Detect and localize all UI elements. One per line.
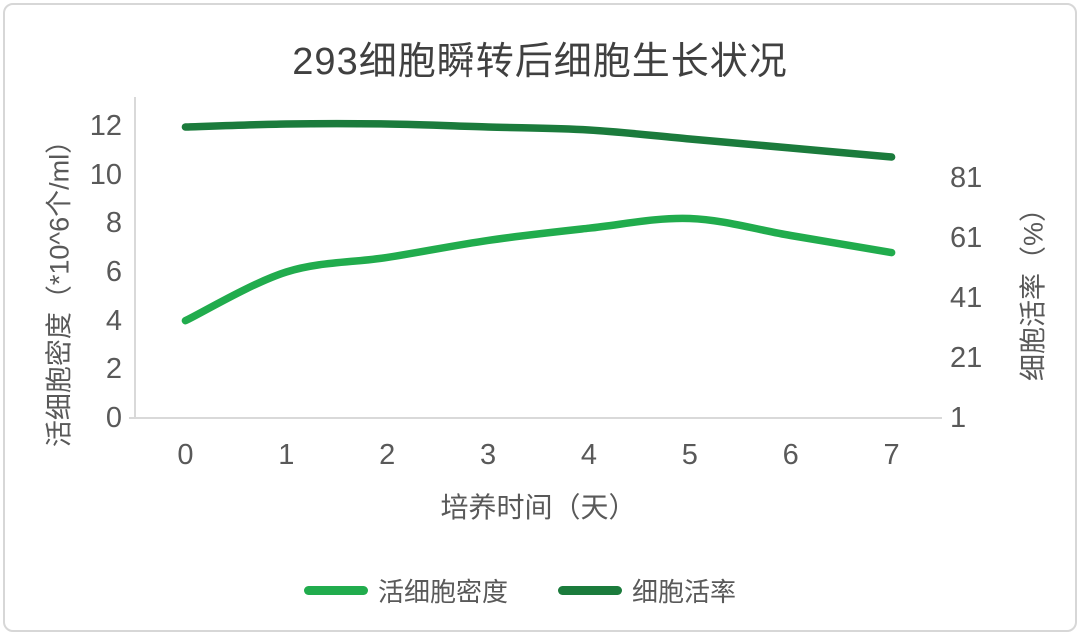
x-tick-label: 2 — [379, 439, 396, 471]
y-left-tick-label: 2 — [105, 353, 122, 386]
series-line-0 — [181, 214, 896, 325]
legend: 活细胞密度 细胞活率 — [0, 572, 1040, 609]
y-right-tick-label: 21 — [950, 342, 983, 374]
x-tick-label: 0 — [177, 439, 194, 471]
y-right-tick-label: 81 — [950, 162, 983, 194]
legend-item-0: 活细胞密度 — [303, 572, 508, 609]
y-left-tick-label: 6 — [105, 256, 122, 289]
x-tick-label: 5 — [681, 439, 698, 471]
chart-title: 293细胞瞬转后细胞生长状况 — [292, 41, 788, 83]
y-left-tick-label: 0 — [105, 402, 122, 434]
x-tick-label: 6 — [782, 439, 799, 471]
x-tick-label: 4 — [580, 439, 597, 471]
right-axis-title: 细胞活率（%） — [1018, 194, 1049, 382]
x-tick-label: 1 — [278, 439, 295, 471]
legend-swatch-icon — [303, 586, 368, 595]
legend-label: 活细胞密度 — [377, 577, 508, 607]
legend-item-1: 细胞活率 — [558, 572, 736, 609]
legend-swatch-icon — [558, 586, 622, 595]
chart-frame — [3, 3, 1077, 632]
legend-label: 细胞活率 — [632, 577, 737, 607]
x-tick-label: 3 — [479, 439, 497, 471]
y-left-tick-label: 10 — [89, 158, 122, 191]
left-axis-title: 活细胞密度（*10^6个/ml） — [44, 126, 75, 448]
x-tick-label: 7 — [883, 439, 900, 471]
y-left-tick-label: 8 — [105, 207, 122, 240]
y-left-tick-label: 4 — [105, 304, 122, 337]
y-right-tick-label: 1 — [950, 402, 967, 434]
x-axis-title: 培养时间（天） — [440, 492, 637, 523]
series-line-1 — [181, 119, 896, 161]
y-right-tick-label: 61 — [950, 222, 983, 254]
y-left-tick-label: 12 — [89, 110, 122, 143]
y-right-tick-label: 41 — [950, 282, 983, 314]
